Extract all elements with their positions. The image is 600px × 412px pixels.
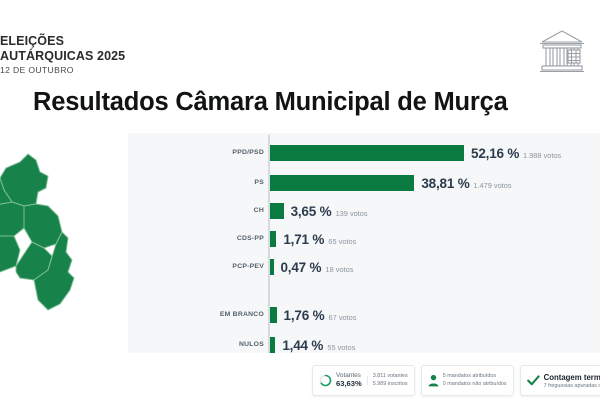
bar-votes: 18 votos [325,265,354,274]
count-status-title: Contagem terminada [543,372,600,382]
table-row[interactable]: PPD/PSD 52,16 % 1.988 votos [0,145,600,161]
bar-fill [270,203,284,219]
bar-value: 38,81 % [421,176,470,191]
bar-label: PCP-PEV [232,263,264,270]
brand-line-1: ELEIÇÕES [0,34,65,48]
bar-value: 0,47 % [280,260,322,275]
bar-fill [270,231,277,247]
bar-votes: 1.988 votos [523,151,562,160]
page-title: Resultados Câmara Municipal de Murça [33,88,508,116]
mandates-detail-1: 5 mandatos atribuídos [442,373,497,380]
page-header: ELEIÇÕES AUTÁRQUICAS 2025 12 DE OUTUBRO [0,0,600,86]
bar-value: 52,16 % [471,146,520,161]
town-hall-icon [538,26,586,76]
card-divider [366,376,368,385]
bar-value: 1,44 % [282,338,324,353]
bar-label: NULOS [238,341,264,348]
bar-fill [270,175,415,191]
chart-axis-line [268,135,270,353]
table-row[interactable]: PS 38,81 % 1.479 votos [0,175,600,191]
bar-votes: 65 votos [328,237,357,246]
table-row[interactable]: CDS-PP 1,71 % 65 votos [0,231,600,247]
table-row[interactable]: EM BRANCO 1,76 % 67 votos [0,307,600,323]
mandates-card[interactable]: 5 mandatos atribuídos 0 mandatos não atr… [420,365,514,396]
bar-value: 1,76 % [283,308,325,323]
bar-fill [270,337,276,353]
progress-ring-icon [319,374,332,387]
municipality-map [0,132,130,322]
brand-line-3: 12 DE OUTUBRO [0,64,74,75]
bar-label: CDS-PP [236,235,264,242]
person-icon [428,374,439,387]
status-bar: Votantes 63,63% 3.811 votantes 5.989 ins… [312,365,600,396]
bar-label: CH [253,207,264,214]
bar-fill [270,307,277,323]
bar-fill [270,145,465,161]
election-brand: ELEIÇÕES AUTÁRQUICAS 2025 12 DE OUTUBRO [0,34,125,75]
check-icon [526,375,540,386]
voters-percent: 63,63% [336,378,362,388]
voters-detail-2: 5.989 inscritos [372,380,408,387]
table-row[interactable]: NULOS 1,44 % 55 votos [0,337,600,353]
bar-votes: 55 votos [327,343,356,352]
voters-detail-1: 3.811 votantes [372,373,408,380]
bar-label: EM BRANCO [219,311,264,318]
bar-votes: 1.479 votos [473,181,512,190]
table-row[interactable]: CH 3,65 % 139 votos [0,203,600,219]
bar-label: PS [254,179,264,186]
count-status-card[interactable]: Contagem terminada 7 freguesias apuradas… [519,365,600,396]
mandates-detail-2: 0 mandatos não atribuídos [442,380,507,387]
bar-fill [270,259,274,275]
bar-votes: 67 votos [328,313,357,322]
bar-label: PPD/PSD [232,149,264,156]
table-row[interactable]: PCP-PEV 0,47 % 18 votos [0,259,600,275]
brand-line-2: AUTÁRQUICAS 2025 [0,48,126,63]
count-status-note: 7 freguesias apuradas de 7 [543,382,600,389]
voters-label: Votantes [336,372,361,380]
bar-value: 3,65 % [290,204,332,219]
bar-votes: 139 votos [335,209,368,218]
voters-card[interactable]: Votantes 63,63% 3.811 votantes 5.989 ins… [312,365,415,396]
results-chart-panel [128,133,600,353]
bar-value: 1,71 % [283,232,325,247]
